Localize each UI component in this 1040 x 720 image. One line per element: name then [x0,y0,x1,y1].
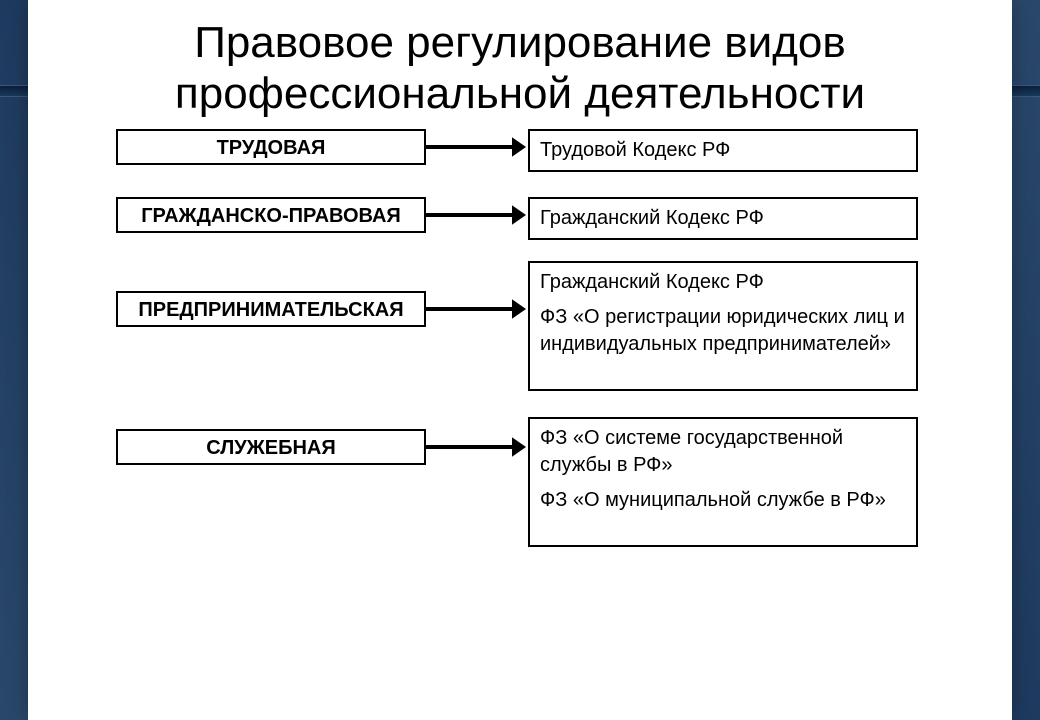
category-label: ГРАЖДАНСКО-ПРАВОВАЯ [141,205,401,227]
arrow-icon [426,201,526,229]
law-text: Гражданский Кодекс РФ [540,205,906,232]
law-text: ФЗ «О регистрации юридических лиц и инди… [540,304,906,358]
category-label: ТРУДОВАЯ [217,137,326,159]
law-box-2: Гражданский Кодекс РФ ФЗ «О регистрации ю… [528,261,918,391]
category-box-2: ПРЕДПРИНИМАТЕЛЬСКАЯ [116,291,426,327]
category-box-0: ТРУДОВАЯ [116,129,426,165]
arrow-icon [426,295,526,323]
law-text: ФЗ «О системе государственной службы в Р… [540,425,906,479]
diagram-area: ТРУДОВАЯТрудовой Кодекс РФГРАЖДАНСКО-ПРА… [28,129,1012,169]
law-box-1: Гражданский Кодекс РФ [528,197,918,240]
slide-title: Правовое регулирование видов профессиона… [28,0,1012,129]
category-box-3: СЛУЖЕБНАЯ [116,429,426,465]
slide-container: Правовое регулирование видов профессиона… [28,0,1012,720]
category-label: СЛУЖЕБНАЯ [206,437,335,459]
arrow-icon [426,133,526,161]
law-text: Трудовой Кодекс РФ [540,137,906,164]
category-label: ПРЕДПРИНИМАТЕЛЬСКАЯ [138,299,403,321]
law-text: Гражданский Кодекс РФ [540,269,906,296]
category-box-1: ГРАЖДАНСКО-ПРАВОВАЯ [116,197,426,233]
law-box-3: ФЗ «О системе государственной службы в Р… [528,417,918,547]
arrow-icon [426,433,526,461]
law-text: ФЗ «О муниципальной службе в РФ» [540,487,906,514]
law-box-0: Трудовой Кодекс РФ [528,129,918,172]
